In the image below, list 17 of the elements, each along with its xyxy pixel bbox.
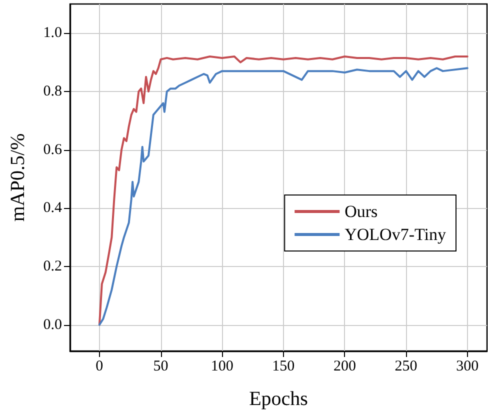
y-tick-label: 0.6 — [43, 142, 62, 158]
x-tick-label: 250 — [394, 358, 418, 374]
x-tick-label: 200 — [333, 358, 356, 374]
y-tick-label: 1.0 — [43, 25, 62, 42]
y-tick-label: 0.0 — [43, 316, 62, 333]
y-tick-label: 0.8 — [43, 83, 62, 100]
x-tick-label: 300 — [456, 358, 479, 374]
x-tick-label: 50 — [153, 358, 168, 374]
x-tick-label: 100 — [210, 358, 234, 374]
y-tick-label: 0.2 — [43, 258, 62, 274]
y-axis-title: mAP0.5/% — [7, 133, 29, 222]
x-tick-label: 0 — [96, 358, 104, 374]
legend-label: Ours — [344, 202, 378, 221]
y-tick-label: 0.4 — [43, 200, 62, 216]
x-tick-label: 150 — [272, 358, 295, 374]
legend-label: YOLOv7-Tiny — [344, 225, 446, 244]
x-axis-title: Epochs — [249, 388, 308, 410]
